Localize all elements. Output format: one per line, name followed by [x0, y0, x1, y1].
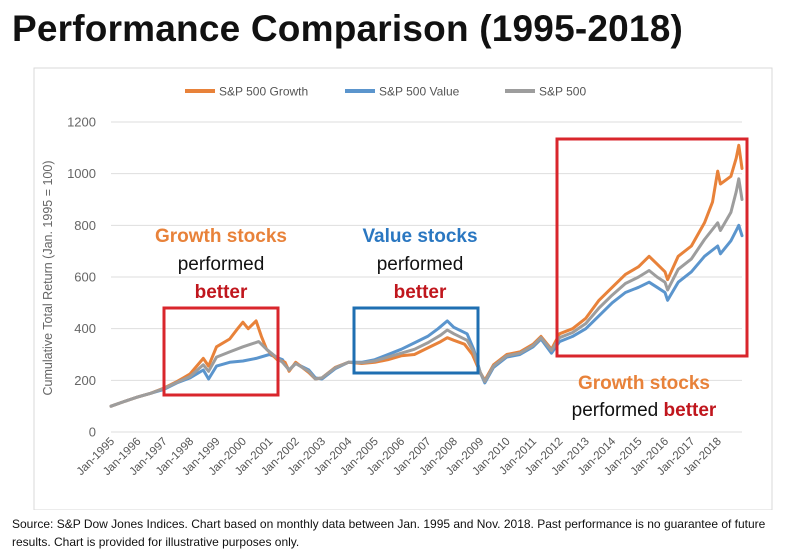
source-note: Source: S&P Dow Jones Indices. Chart bas… [12, 517, 766, 549]
highlight-box-value-2004-2008 [352, 306, 480, 375]
annotation-middle-line3: better [394, 282, 447, 303]
legend-label-value: S&P 500 Value [379, 85, 460, 99]
y-tick-label: 400 [74, 321, 96, 336]
chart-series [109, 143, 744, 408]
highlight-box-growth-1998-2000 [162, 306, 280, 397]
annotation-right-line2: performed better [572, 400, 717, 421]
y-tick-label: 600 [74, 270, 96, 285]
annotation-left-line2: performed [178, 254, 265, 275]
annotation-middle-line1: Value stocks [362, 226, 477, 247]
y-tick-label: 200 [74, 373, 96, 388]
y-tick-label: 0 [89, 425, 96, 440]
annotation-left-line3: better [195, 282, 248, 303]
annotation-left-line1: Growth stocks [155, 226, 287, 247]
chart-legend: S&P 500 Growth S&P 500 Value S&P 500 [185, 85, 586, 99]
series-line-growth [109, 143, 744, 408]
legend-label-sp500: S&P 500 [539, 85, 586, 99]
y-axis-ticks: 0 200 400 600 800 1000 1200 [67, 115, 96, 440]
y-tick-label: 1200 [67, 115, 96, 130]
line-chart: S&P 500 Growth S&P 500 Value S&P 500 0 200 4… [33, 67, 773, 510]
page-title: Performance Comparison (1995-2018) [12, 8, 684, 49]
series-line-value [109, 223, 744, 408]
annotation-right-line1: Growth stocks [578, 373, 710, 394]
y-axis-label: Cumulative Total Return (Jan. 1995 = 100… [41, 161, 55, 396]
series-line-sp500 [109, 177, 744, 408]
chart-gridlines [111, 121, 742, 433]
y-tick-label: 800 [74, 218, 96, 233]
annotation-right-performed: performed [572, 400, 664, 421]
y-tick-label: 1000 [67, 166, 96, 181]
annotation-middle-line2: performed [377, 254, 464, 275]
highlight-box-growth-2012-2018 [555, 137, 749, 358]
chart-frame [33, 67, 773, 510]
legend-label-growth: S&P 500 Growth [219, 85, 308, 99]
annotation-right-better: better [664, 400, 717, 421]
